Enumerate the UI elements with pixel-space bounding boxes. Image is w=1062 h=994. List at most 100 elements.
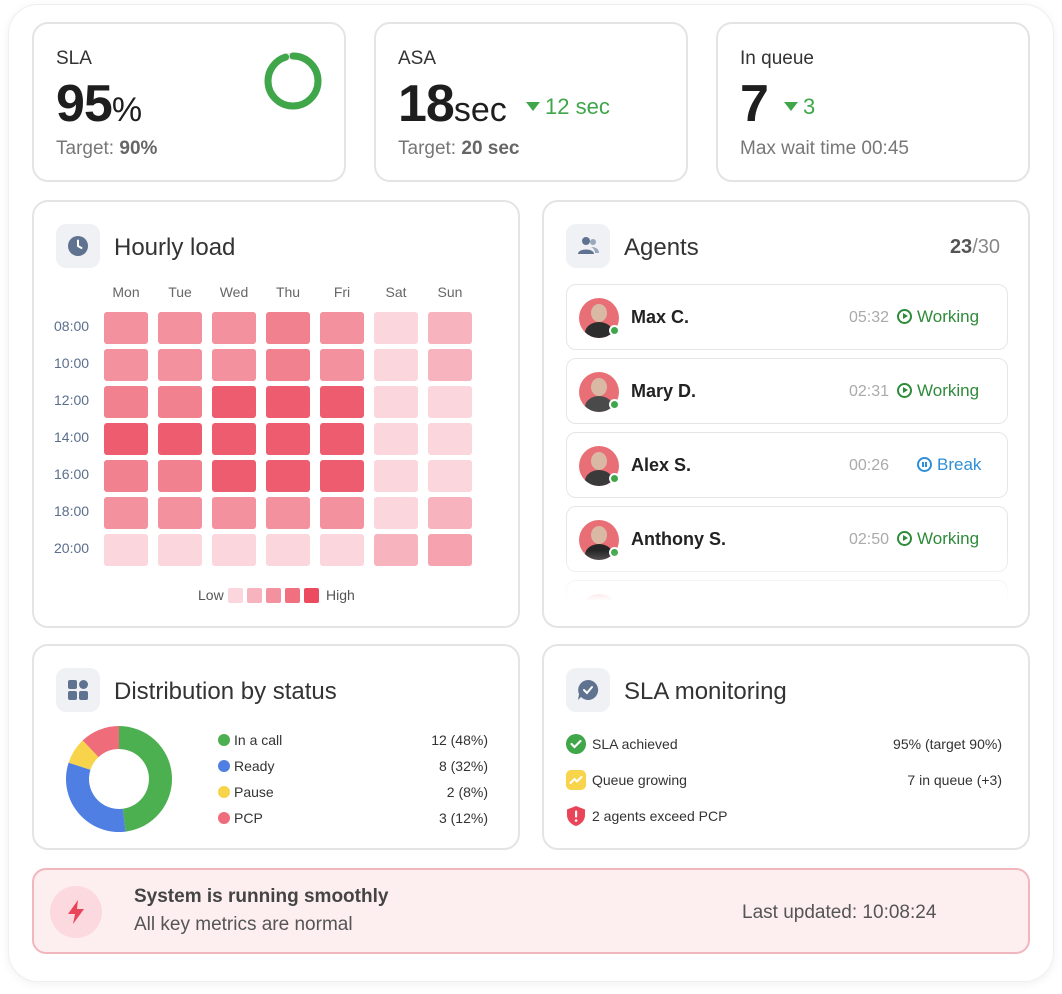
avatar-body <box>585 470 613 486</box>
distribution-card: Distribution by status In a call 12 (48%)… <box>32 644 520 850</box>
shield-alert-icon <box>566 806 586 826</box>
avatar-head <box>591 304 607 322</box>
sla-ring <box>264 52 322 110</box>
heatmap-cell <box>320 460 364 492</box>
agent-name: Alex S. <box>631 455 692 475</box>
avatar-head <box>591 378 607 396</box>
legend-low: Low <box>198 587 224 603</box>
sla-card: SLA 95% Target: 90% <box>32 22 346 182</box>
queue-value: 7 <box>740 75 769 133</box>
heatmap-cell <box>104 497 148 529</box>
status-donut-chart <box>66 726 173 832</box>
day-label: Sun <box>437 284 463 300</box>
queue-card: In queue 7 3 Max wait time 00:45 <box>716 22 1030 182</box>
monitor-value: 95% (target 90%) <box>893 736 1002 752</box>
asa-target: Target: 20 sec <box>398 138 520 159</box>
heatmap-cell <box>104 386 148 418</box>
avatar-body <box>585 322 613 338</box>
sla-value: 95% <box>56 75 143 133</box>
agent-row[interactable]: Alex S. 00:26 Break <box>566 432 1008 498</box>
heatmap-cell <box>266 312 310 344</box>
monitor-row-pcp: 2 agents exceed PCP <box>566 806 1002 826</box>
grid-icon <box>56 668 100 712</box>
heatmap-cell <box>158 349 202 381</box>
pause-icon <box>917 457 932 472</box>
avatar-head <box>591 452 607 470</box>
sla-monitoring-title: SLA monitoring <box>624 678 787 705</box>
heatmap-cell <box>212 312 256 344</box>
agent-status-time: 02:50 <box>848 531 889 548</box>
agent-status-time: 05:32 <box>848 309 889 326</box>
heatmap-cell <box>266 423 310 455</box>
hour-label: 14:00 <box>54 429 90 445</box>
legend-swatch <box>228 588 243 603</box>
heatmap-cell <box>212 534 256 566</box>
heatmap-cell <box>374 312 418 344</box>
play-icon <box>897 309 912 324</box>
agent-list[interactable]: Max C. 05:32 Working Mary D. 02:31 Working Ale… <box>566 284 1008 610</box>
heatmap-cell <box>374 349 418 381</box>
distribution-row: Pause 2 (8%) <box>218 784 488 800</box>
agent-status-label: Working <box>917 381 980 400</box>
hour-label: 18:00 <box>54 503 90 519</box>
heatmap-cell <box>212 497 256 529</box>
sla-monitoring-card: SLA monitoring SLA achieved 95% (target … <box>542 644 1030 850</box>
heatmap-cell <box>320 497 364 529</box>
legend-dot <box>218 786 230 798</box>
hourly-load-title: Hourly load <box>114 234 236 261</box>
heatmap-cell <box>374 386 418 418</box>
distribution-row: In a call 12 (48%) <box>218 732 488 748</box>
heatmap-cell <box>428 349 472 381</box>
legend-high: High <box>326 587 355 603</box>
users-icon <box>566 224 610 268</box>
day-label: Fri <box>333 284 351 300</box>
agent-name: Mary D. <box>631 381 697 401</box>
donut-slice <box>82 726 119 758</box>
heatmap-cell <box>266 460 310 492</box>
agent-name: Max C. <box>631 307 690 327</box>
asa-delta: 12 sec <box>526 94 610 120</box>
distribution-title: Distribution by status <box>114 678 337 705</box>
legend-swatch <box>285 588 300 603</box>
heatmap-cell <box>104 312 148 344</box>
legend-dot <box>218 760 230 772</box>
distribution-label: In a call <box>234 732 283 748</box>
queue-label: In queue <box>740 48 814 69</box>
asa-card: ASA 18sec 12 sec Target: 20 sec <box>374 22 688 182</box>
heatmap-cell <box>212 349 256 381</box>
agents-title: Agents <box>624 234 699 261</box>
sla-target: Target: 90% <box>56 138 158 159</box>
system-status-banner: System is running smoothly All key metri… <box>32 868 1030 954</box>
down-arrow-icon <box>784 102 798 111</box>
online-indicator <box>609 399 620 410</box>
heatmap-cell <box>104 423 148 455</box>
heatmap-cell <box>158 312 202 344</box>
heatmap-cell <box>212 423 256 455</box>
hour-label: 12:00 <box>54 392 90 408</box>
heatmap-cell <box>320 349 364 381</box>
heatmap-cell <box>428 497 472 529</box>
sla-label: SLA <box>56 48 92 69</box>
heatmap-cell <box>320 423 364 455</box>
heatmap-cell <box>104 534 148 566</box>
heatmap-cell <box>320 534 364 566</box>
heatmap-cell <box>212 460 256 492</box>
queue-delta: 3 <box>784 94 815 120</box>
distribution-label: PCP <box>234 810 263 826</box>
donut-slice <box>66 762 126 832</box>
day-label: Tue <box>168 284 192 300</box>
agent-status-time: 02:31 <box>848 383 889 400</box>
legend-swatch <box>247 588 262 603</box>
heatmap-cell <box>158 534 202 566</box>
online-indicator <box>609 325 620 336</box>
trend-up-icon <box>566 770 586 790</box>
monitor-row-queue-growing: Queue growing 7 in queue (+3) <box>566 770 1002 790</box>
heatmap-cell <box>158 386 202 418</box>
hour-label: 08:00 <box>54 318 90 334</box>
agent-row[interactable]: Max C. 05:32 Working <box>566 284 1008 350</box>
list-fade <box>566 550 1008 610</box>
agent-row[interactable]: Mary D. 02:31 Working <box>566 358 1008 424</box>
avatar-head <box>591 526 607 544</box>
heatmap-cell <box>428 423 472 455</box>
donut-slice <box>68 740 99 770</box>
